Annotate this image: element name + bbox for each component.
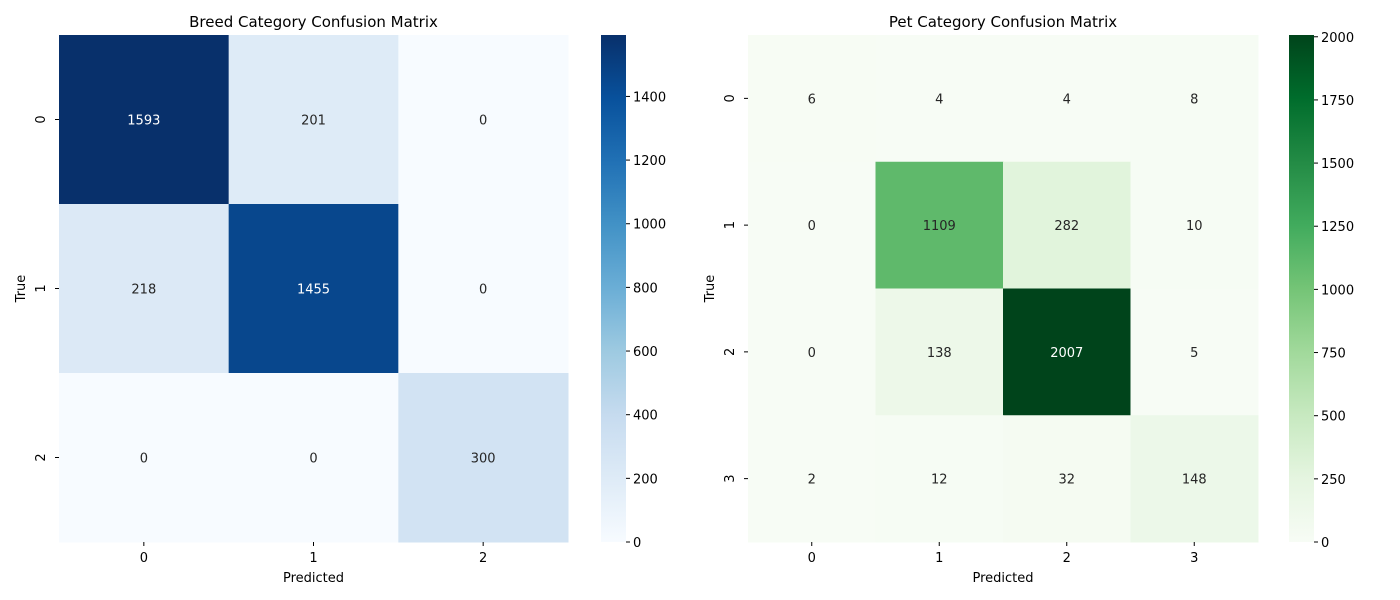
heatmap-cell-r0-c2 bbox=[398, 35, 569, 205]
cell-value-r3-c1: 12 bbox=[931, 473, 948, 488]
colorbar-tick-label-6: 1200 bbox=[633, 154, 666, 169]
cell-value-r3-c2: 32 bbox=[1058, 473, 1075, 488]
cell-value-r1-c1: 1109 bbox=[923, 219, 956, 234]
colorbar-tick-label-0: 0 bbox=[1321, 536, 1329, 551]
x-tick-label-1: 1 bbox=[309, 551, 317, 566]
colorbar-tick-label-4: 800 bbox=[633, 281, 658, 296]
cell-value-r1-c0: 218 bbox=[131, 283, 156, 298]
heatmap-cell-r0-c1 bbox=[875, 35, 1004, 163]
cell-value-r3-c3: 148 bbox=[1182, 473, 1207, 488]
x-axis-label-1: Predicted bbox=[283, 571, 344, 586]
y-axis-label-2: True bbox=[703, 275, 718, 304]
y-tick-label-2: 2 bbox=[34, 453, 49, 461]
heatmap-cell-r1-c1 bbox=[228, 204, 399, 374]
heatmap-cell-r0-c1 bbox=[228, 35, 399, 205]
heatmap-cell-r1-c1 bbox=[875, 161, 1004, 289]
cell-value-r2-c1: 0 bbox=[309, 452, 317, 467]
colorbar-tick-label-0: 0 bbox=[633, 536, 641, 551]
cell-value-r2-c0: 0 bbox=[140, 452, 148, 467]
cell-value-r2-c3: 5 bbox=[1190, 346, 1198, 361]
heatmap-cell-r2-c2 bbox=[1003, 288, 1131, 416]
heatmap-cell-r3-c2 bbox=[1003, 415, 1131, 543]
cell-value-r1-c0: 0 bbox=[808, 219, 816, 234]
cell-value-r0-c0: 6 bbox=[808, 92, 816, 107]
y-axis-label-1: True bbox=[14, 275, 29, 304]
colorbar-2: 0 250 500 750 1000 1250 1500 1750 2000 bbox=[1289, 31, 1354, 551]
x-tick-label-2: 2 bbox=[479, 551, 487, 566]
colorbar-tick-label-4: 1000 bbox=[1321, 283, 1354, 298]
cell-value-r0-c1: 201 bbox=[301, 114, 326, 129]
heatmap-cell-r0-c2 bbox=[1003, 35, 1131, 163]
heatmap-cell-r2-c0 bbox=[59, 373, 230, 543]
colorbar-tick-label-5: 1250 bbox=[1321, 220, 1354, 235]
colorbar-tick-label-5: 1000 bbox=[633, 218, 666, 233]
cell-value-r1-c2: 282 bbox=[1054, 219, 1079, 234]
x-axis-label-2: Predicted bbox=[972, 571, 1033, 586]
cell-value-r0-c1: 4 bbox=[935, 92, 943, 107]
heatmap-cell-r0-c0 bbox=[59, 35, 230, 205]
colorbar-tick-label-3: 750 bbox=[1321, 347, 1346, 362]
x-tick-label-0: 0 bbox=[808, 551, 816, 566]
y-tick-label-0: 0 bbox=[34, 115, 49, 123]
heatmap-cell-r1-c2 bbox=[398, 204, 569, 374]
cell-value-r0-c3: 8 bbox=[1190, 92, 1198, 107]
colorbar-1: 0 200 400 600 800 1000 1200 1400 bbox=[601, 35, 666, 551]
chart-title-2: Pet Category Confusion Matrix bbox=[889, 13, 1117, 31]
heatmap-cell-r0-c3 bbox=[1130, 35, 1259, 163]
chart-title-1: Breed Category Confusion Matrix bbox=[189, 13, 438, 31]
colorbar-tick-label-3: 600 bbox=[633, 345, 658, 360]
colorbar-gradient-1 bbox=[601, 35, 626, 542]
cell-value-r2-c0: 0 bbox=[808, 346, 816, 361]
colorbar-gradient-2 bbox=[1289, 35, 1314, 542]
heatmap-cell-r3-c0 bbox=[748, 415, 876, 543]
y-tick-label-3: 3 bbox=[723, 474, 738, 482]
cell-value-r2-c2: 2007 bbox=[1050, 346, 1083, 361]
x-tick-label-3: 3 bbox=[1190, 551, 1198, 566]
heatmap-cell-r3-c1 bbox=[875, 415, 1004, 543]
cell-value-r3-c0: 2 bbox=[808, 473, 816, 488]
colorbar-tick-label-6: 1500 bbox=[1321, 157, 1354, 172]
y-tick-label-1: 1 bbox=[34, 284, 49, 292]
heatmap-cell-r2-c0 bbox=[748, 288, 876, 416]
colorbar-tick-label-2: 400 bbox=[633, 409, 658, 424]
heatmap-cell-r1-c0 bbox=[59, 204, 230, 374]
heatmap-cell-r1-c0 bbox=[748, 161, 876, 289]
heatmap-cell-r1-c2 bbox=[1003, 161, 1131, 289]
y-tick-label-1: 1 bbox=[723, 221, 738, 229]
y-tick-label-2: 2 bbox=[723, 348, 738, 356]
y-tick-label-0: 0 bbox=[723, 94, 738, 102]
colorbar-tick-label-1: 200 bbox=[633, 472, 658, 487]
colorbar-tick-label-8: 2000 bbox=[1321, 31, 1354, 46]
colorbar-tick-label-2: 500 bbox=[1321, 410, 1346, 425]
heatmap-cell-r2-c2 bbox=[398, 373, 569, 543]
colorbar-tick-label-7: 1750 bbox=[1321, 94, 1354, 109]
heatmap-2: Pet Category Confusion Matrix 6 4 4 8 0 1109 28… bbox=[703, 13, 1354, 586]
heatmap-cell-r1-c3 bbox=[1130, 161, 1259, 289]
x-tick-label-2: 2 bbox=[1063, 551, 1071, 566]
heatmap-cell-r2-c1 bbox=[875, 288, 1004, 416]
heatmap-cell-r2-c3 bbox=[1130, 288, 1259, 416]
heatmap-cell-r0-c0 bbox=[748, 35, 876, 163]
colorbar-tick-label-1: 250 bbox=[1321, 473, 1346, 488]
x-tick-label-1: 1 bbox=[935, 551, 943, 566]
cell-value-r1-c1: 1455 bbox=[297, 283, 330, 298]
heatmap-cell-r3-c3 bbox=[1130, 415, 1259, 543]
cell-value-r0-c2: 4 bbox=[1063, 92, 1071, 107]
colorbar-tick-label-7: 1400 bbox=[633, 90, 666, 105]
cell-value-r1-c2: 0 bbox=[479, 283, 487, 298]
cell-value-r0-c2: 0 bbox=[479, 114, 487, 129]
heatmap-cell-r2-c1 bbox=[228, 373, 399, 543]
cell-value-r2-c1: 138 bbox=[927, 346, 952, 361]
cell-value-r2-c2: 300 bbox=[471, 452, 496, 467]
x-tick-label-0: 0 bbox=[140, 551, 148, 566]
cell-value-r0-c0: 1593 bbox=[127, 114, 160, 129]
cell-value-r1-c3: 10 bbox=[1186, 219, 1203, 234]
